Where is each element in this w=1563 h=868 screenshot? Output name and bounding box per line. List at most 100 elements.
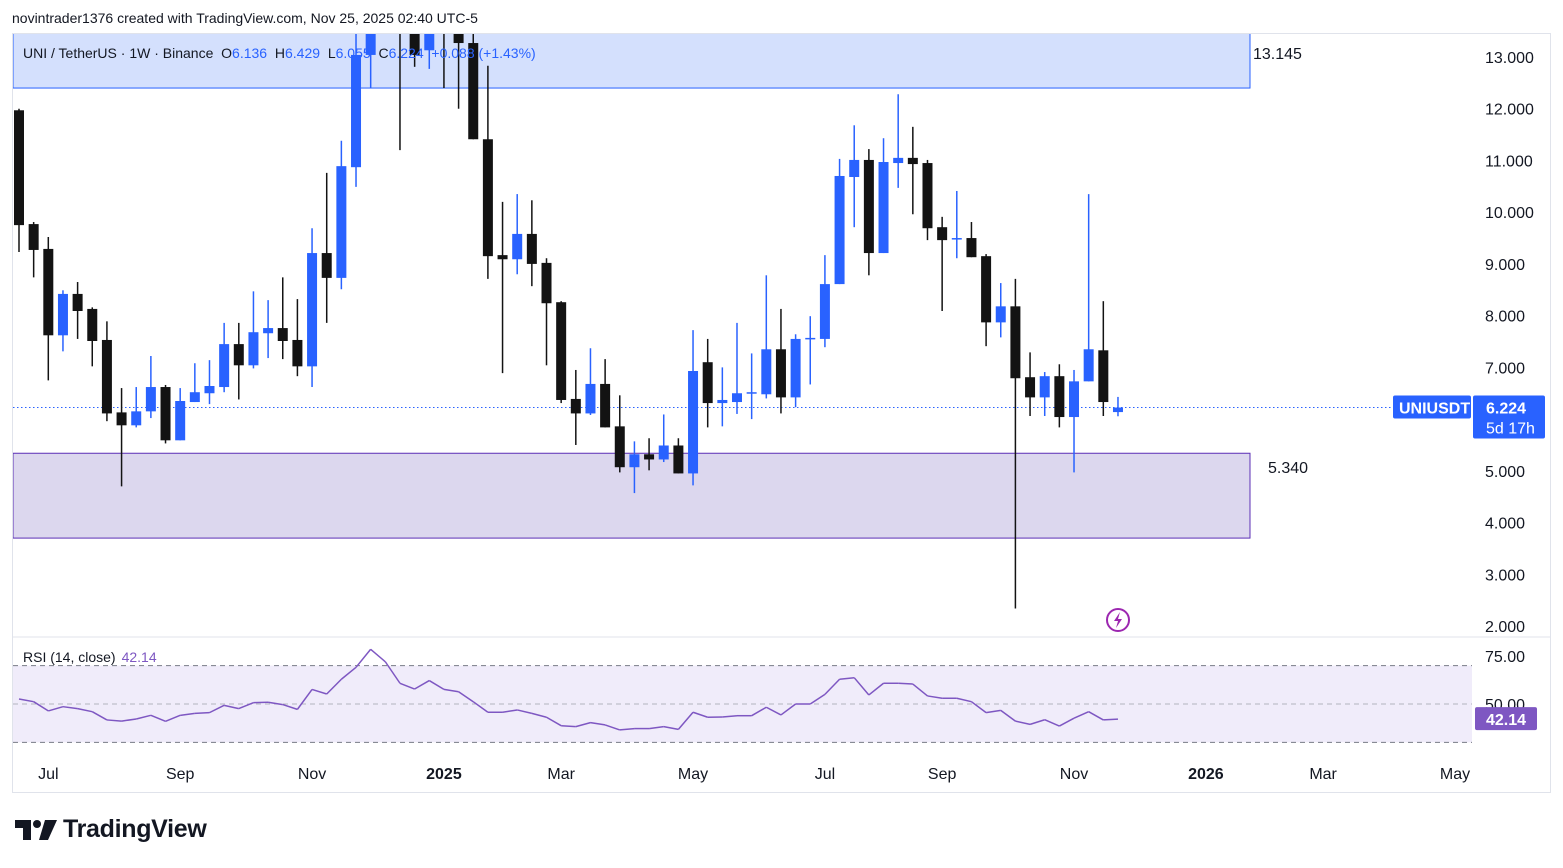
price-axis-label: 8.000 — [1485, 309, 1525, 326]
candle[interactable] — [746, 353, 757, 420]
candle[interactable] — [512, 194, 523, 275]
candle[interactable] — [380, 0, 390, 26]
candle[interactable] — [1054, 364, 1065, 428]
candle[interactable] — [600, 359, 611, 428]
change-value: +0.088 (+1.43%) — [431, 45, 536, 61]
candle[interactable] — [204, 360, 215, 405]
candle[interactable] — [658, 414, 669, 463]
candle[interactable] — [585, 348, 596, 415]
price-axis-label: 13.000 — [1485, 50, 1534, 67]
candle[interactable] — [1069, 369, 1080, 473]
candle[interactable] — [819, 255, 830, 348]
candle[interactable] — [424, 0, 435, 69]
candle[interactable] — [116, 388, 127, 487]
rsi-segment — [165, 714, 181, 722]
candle[interactable] — [351, 21, 362, 187]
candle[interactable] — [160, 384, 171, 444]
candle[interactable] — [995, 283, 1006, 338]
candle[interactable] — [321, 172, 332, 323]
candle[interactable] — [248, 291, 259, 369]
candle[interactable] — [263, 300, 274, 359]
candle[interactable] — [409, 0, 420, 67]
symbol-info[interactable]: UNI / TetherUS · 1W · Binance — [23, 45, 214, 61]
candle[interactable] — [688, 330, 699, 486]
candle[interactable] — [541, 258, 552, 366]
candle[interactable] — [878, 138, 889, 254]
candle[interactable] — [101, 321, 112, 422]
candle[interactable] — [1039, 372, 1050, 417]
candle[interactable] — [863, 149, 874, 276]
rsi-segment — [546, 716, 562, 727]
candle[interactable] — [644, 438, 655, 471]
candle[interactable] — [526, 200, 537, 287]
candle[interactable] — [907, 126, 918, 215]
rsi-segment — [1088, 711, 1104, 721]
rsi-segment — [751, 706, 767, 717]
candle[interactable] — [189, 363, 200, 403]
candle[interactable] — [922, 159, 933, 241]
rsi-segment — [619, 727, 635, 731]
rsi-segment — [428, 679, 445, 691]
candle[interactable] — [439, 0, 449, 89]
candle[interactable] — [28, 222, 39, 278]
candle[interactable] — [556, 301, 567, 404]
candle[interactable] — [497, 201, 508, 374]
candle-body — [263, 328, 274, 334]
candle[interactable] — [131, 387, 142, 428]
candle[interactable] — [219, 322, 230, 393]
candle[interactable] — [1098, 301, 1109, 417]
candle[interactable] — [365, 0, 376, 89]
candle-body — [204, 386, 215, 394]
candle[interactable] — [966, 222, 977, 258]
rsi-segment — [223, 704, 239, 710]
candle[interactable] — [175, 388, 186, 441]
candle[interactable] — [951, 190, 962, 259]
lightning-icon[interactable] — [1106, 608, 1130, 632]
candle[interactable] — [1083, 194, 1094, 382]
candle[interactable] — [1025, 352, 1036, 417]
candle[interactable] — [570, 369, 581, 445]
zone-box[interactable] — [13, 26, 1251, 89]
zone-box[interactable] — [13, 452, 1251, 539]
candle[interactable] — [893, 94, 904, 188]
candle[interactable] — [72, 282, 83, 339]
candle[interactable] — [775, 308, 786, 414]
candle[interactable] — [57, 290, 68, 352]
candle[interactable] — [761, 275, 772, 399]
candle[interactable] — [14, 108, 24, 253]
candle[interactable] — [468, 26, 479, 140]
candle[interactable] — [307, 228, 318, 388]
candle-body — [160, 387, 171, 441]
candle[interactable] — [336, 140, 347, 290]
candle[interactable] — [717, 367, 728, 427]
candle[interactable] — [790, 334, 801, 408]
rsi-segment — [18, 698, 34, 703]
candle[interactable] — [834, 158, 845, 285]
candle[interactable] — [849, 125, 860, 228]
candle[interactable] — [87, 307, 98, 367]
candle[interactable] — [43, 237, 54, 381]
candle[interactable] — [233, 322, 244, 400]
candle[interactable] — [145, 355, 156, 419]
candle[interactable] — [277, 277, 288, 360]
candle[interactable] — [937, 216, 948, 311]
candle[interactable] — [731, 322, 742, 414]
candle[interactable] — [981, 254, 992, 347]
candle-body — [395, 0, 405, 16]
candle[interactable] — [614, 395, 625, 473]
rsi-legend[interactable]: RSI (14, close) 42.14 — [23, 649, 157, 665]
candle[interactable] — [702, 338, 713, 428]
candle[interactable] — [395, 0, 405, 151]
candle[interactable] — [673, 438, 684, 474]
candle[interactable] — [629, 441, 640, 494]
candle[interactable] — [292, 299, 303, 377]
candle-body — [658, 445, 669, 460]
candle-body — [790, 338, 801, 398]
tradingview-logo[interactable]: TradingView — [15, 815, 207, 844]
candle[interactable] — [453, 5, 464, 109]
candle[interactable] — [805, 316, 816, 385]
candle[interactable] — [1010, 278, 1021, 609]
candle[interactable] — [482, 65, 493, 279]
candle[interactable] — [1112, 396, 1123, 417]
